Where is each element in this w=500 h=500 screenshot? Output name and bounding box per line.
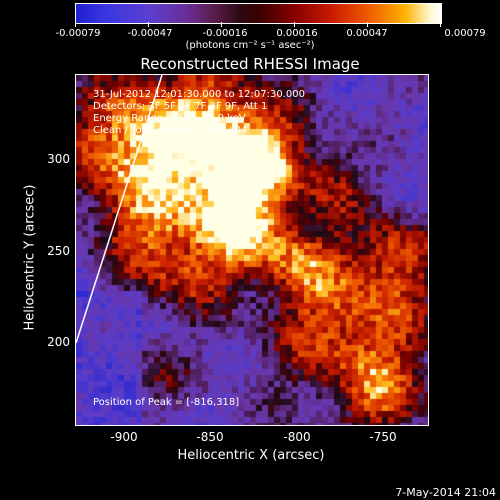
y-axis-label: Heliocentric Y (arcsec) [22,184,38,331]
rhessi-heatmap [76,75,428,425]
detectors-text: Detectors: 3F 5F 6F 7F 8F 9F, Att 1 [93,101,268,112]
colorbar [75,3,442,24]
colorbar-label: 0.00047 [346,28,388,39]
x-tick-label: -800 [283,430,311,444]
image-panel: 31-Jul-2012 12:01:30.000 to 12:07:30.000… [75,74,429,426]
y-tick-label: 300 [47,152,70,166]
colorbar-label: 0.00079 [444,28,486,39]
x-axis-label: Heliocentric X (arcsec) [177,448,325,463]
colorbar-label: -0.00047 [127,28,173,39]
time-range-text: 31-Jul-2012 12:01:30.000 to 12:07:30.000 [93,89,305,100]
y-tick-label: 250 [47,244,70,258]
y-tick-label: 200 [47,335,70,349]
x-tick-label: -900 [110,430,138,444]
colorbar-label: 0.00016 [276,28,318,39]
x-tick-label: -750 [369,430,397,444]
colorbar-tick [440,22,441,27]
colorbar-tick [367,22,368,27]
colorbar-tick [221,22,222,27]
timestamp: 7-May-2014 21:04 [395,486,496,499]
colorbar-label: -0.00016 [202,28,248,39]
colorbar-units: (photons cm⁻² s⁻¹ asec⁻²) [185,40,315,51]
colorbar-tick [148,22,149,27]
peak-position-text: Position of Peak = [-816,318] [93,397,240,408]
colorbar-tick [75,22,76,27]
clean-counts-text: Clean / Total counts: 1.54E+04 [93,125,248,136]
colorbar-label: -0.00079 [55,28,101,39]
limb-overlay [76,75,163,344]
x-tick-label: -850 [196,430,224,444]
image-title: Reconstructed RHESSI Image [140,55,360,73]
energy-range-text: Energy Range: 12.0 - 25.0 keV [93,113,246,124]
solar-limb-line [76,75,163,344]
colorbar-tick [294,22,295,27]
